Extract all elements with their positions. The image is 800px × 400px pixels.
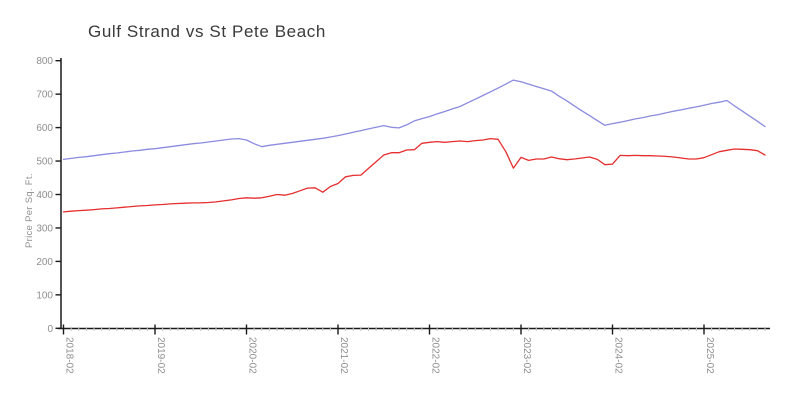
series-line-gulf-strand: [62, 79, 766, 161]
y-tick-label: 200: [36, 257, 53, 268]
x-tick-label: 2018-02: [64, 337, 75, 374]
x-tick-label: 2021-02: [338, 337, 349, 374]
y-tick-label: 400: [36, 190, 53, 201]
x-tick-label: 2024-02: [613, 337, 624, 374]
series-line-st-pete-beach: [62, 137, 766, 213]
x-tick-label: 2020-02: [247, 337, 258, 374]
x-tick-label: 2023-02: [521, 337, 532, 374]
y-axis-ticks: 0 100 200 300 400 500 600 700 800: [36, 56, 61, 335]
x-tick-label: 2022-02: [430, 337, 441, 374]
series-lines: [62, 79, 766, 213]
x-tick-label: 2019-02: [155, 337, 166, 374]
y-tick-label: 300: [36, 223, 53, 234]
x-tick-label: 2025-02: [704, 337, 715, 374]
y-tick-label: 700: [36, 90, 53, 101]
y-tick-label: 0: [47, 324, 53, 335]
x-axis-ticks: 2018-02 2019-02 2020-02 2021-02 2022-02 2023-…: [62, 324, 766, 374]
y-tick-label: 100: [36, 290, 53, 301]
y-tick-label: 800: [36, 56, 53, 67]
y-tick-label: 500: [36, 157, 53, 168]
y-tick-label: 600: [36, 123, 53, 134]
chart-title: Gulf Strand vs St Pete Beach: [88, 22, 326, 41]
